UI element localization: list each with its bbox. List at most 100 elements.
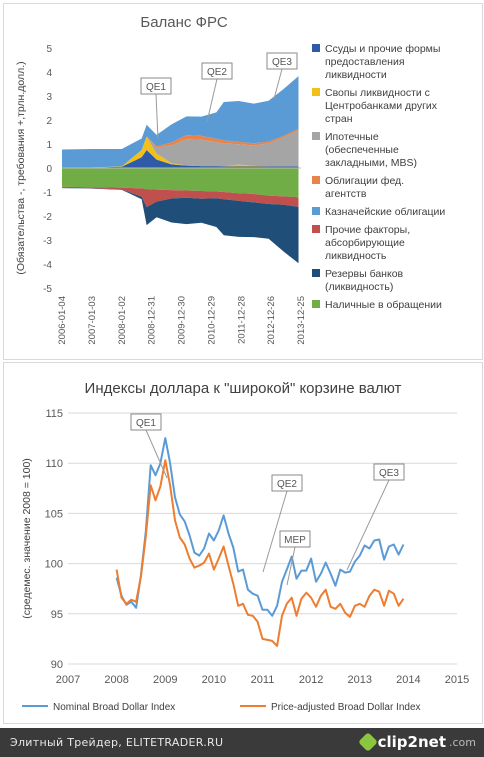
callout-qe3-pointer (346, 479, 390, 571)
y-tick-label: -1 (43, 188, 52, 199)
asset-area-5 (62, 76, 299, 168)
legend-label: Свопы ликвидности с (325, 87, 430, 99)
x-tick-label: 2012 (299, 674, 323, 686)
legend-label: (обеспеченные (325, 144, 399, 156)
callout-qe2-box (271, 474, 303, 492)
x-tick-label: 2007 (56, 674, 80, 686)
legend-label: Nominal Broad Dollar Index (53, 702, 175, 713)
y-tick-label: 105 (45, 508, 63, 520)
legend-label: закладными, MBS) (325, 157, 417, 169)
legend-swatch (312, 44, 320, 52)
callout-qe2-pointer (206, 78, 218, 123)
x-tick-label: 2007-01-03 (87, 296, 98, 345)
callout-mep-box (279, 530, 311, 548)
callout-qe1-pointer (155, 93, 159, 140)
y-axis-label: (средемес. значение 2008 = 100) (21, 458, 33, 619)
y-tick-label: 4 (46, 68, 52, 79)
legend-label: абсорбирующие (325, 237, 405, 249)
x-tick-label: 2015 (445, 674, 469, 686)
legend-swatch (312, 300, 320, 308)
y-tick-label: 110 (45, 458, 63, 470)
y-tick-label: 2 (46, 116, 52, 127)
callout-qe2-box (201, 62, 233, 80)
y-tick-label: -4 (43, 260, 52, 271)
dollar-index-chart-panel: Индексы доллара к "широкой" корзине валю… (3, 362, 483, 724)
callout-qe3-label: QE3 (272, 57, 292, 68)
series-line-1 (115, 437, 405, 617)
legend-swatch (312, 225, 320, 233)
x-tick-label: 2009 (153, 674, 177, 686)
y-tick-label: 95 (51, 609, 63, 621)
legend-label: агентств (325, 188, 367, 200)
chart-title: Баланс ФРС (140, 14, 227, 31)
callout-qe3-label: QE3 (379, 468, 399, 479)
legend-label: (ликвидность) (325, 281, 393, 293)
footer-source-text: Элитный Трейдер, ELITETRADER.RU (10, 736, 224, 749)
y-tick-label: 90 (51, 659, 63, 671)
y-tick-label: 0 (46, 164, 52, 175)
callout-qe3-pointer (273, 68, 283, 100)
legend-swatch (312, 176, 320, 184)
legend-label: ликвидности (325, 69, 387, 81)
callout-mep-label: MEP (284, 535, 306, 546)
callout-qe2-pointer (262, 490, 288, 573)
x-tick-label: 2010 (202, 674, 226, 686)
legend-label: Центробанками других (325, 100, 438, 112)
legend-label: Казначейские облигации (325, 206, 445, 218)
legend-label: предоставления (325, 56, 405, 68)
x-tick-label: 2009-12-30 (177, 296, 188, 345)
y-tick-label: 3 (46, 92, 52, 103)
y-tick-label: 5 (46, 44, 52, 55)
x-tick-label: 2006-01-04 (57, 296, 68, 345)
clip2net-logo: clip2net .com (357, 732, 476, 752)
legend-label: Прочие факторы, (325, 224, 410, 236)
legend-label: Price-adjusted Broad Dollar Index (271, 702, 421, 713)
liability-area-1 (62, 168, 299, 198)
x-tick-label: 2008-12-31 (147, 296, 158, 345)
x-tick-label: 2010-12-29 (206, 296, 217, 345)
callout-qe1-pointer (145, 429, 168, 479)
chart-title: Индексы доллара к "широкой" корзине валю… (85, 380, 402, 397)
callout-qe3-box (373, 463, 405, 481)
logo-main-text: clip2net (377, 733, 446, 751)
legend-swatch (312, 207, 320, 215)
legend-label: Наличные в обращении (325, 299, 442, 311)
legend-label: Ипотечные (325, 131, 379, 143)
y-tick-label: 115 (45, 408, 63, 420)
x-tick-label: 2008-01-02 (117, 296, 128, 345)
x-tick-label: 2011-12-28 (236, 296, 247, 344)
series-line-2 (115, 459, 405, 647)
callout-qe3-box (266, 52, 298, 70)
liability-area-2 (62, 186, 299, 208)
liability-area-3 (62, 187, 299, 264)
legend-swatch (312, 269, 320, 277)
callout-mep-pointer (286, 546, 296, 586)
callout-qe2-label: QE2 (277, 479, 297, 490)
callout-qe2-label: QE2 (207, 67, 227, 78)
y-tick-label: -5 (43, 284, 52, 295)
callout-qe1-box (130, 413, 162, 431)
y-axis-label: (Обязательства -, требования +,трлн.долл… (15, 61, 27, 274)
callout-qe1-label: QE1 (146, 82, 166, 93)
logo-sub-text: .com (449, 735, 476, 749)
x-tick-label: 2013-12-25 (296, 296, 307, 345)
x-tick-label: 2008 (104, 674, 128, 686)
fed-balance-chart-panel: Баланс ФРС -5 -4 -3 -2 -1 0 1 2 3 4 5 (Обязательства… (3, 3, 483, 360)
legend-label: стран (325, 113, 353, 125)
callout-qe1-box (140, 77, 172, 95)
callout-qe1-label: QE1 (136, 418, 156, 429)
fed-balance-chart: Баланс ФРС -5 -4 -3 -2 -1 0 1 2 3 4 5 (Обязательства… (15, 14, 445, 345)
y-tick-label: -2 (43, 212, 52, 223)
legend-swatch (312, 132, 320, 140)
y-tick-label: -3 (43, 236, 52, 247)
clip2net-logo-icon (357, 732, 378, 752)
x-tick-label: 2012-12-26 (266, 296, 277, 345)
x-tick-label: 2011 (251, 674, 275, 686)
footer-bar: Элитный Трейдер, ELITETRADER.RU clip2net… (0, 728, 484, 757)
legend-label: Резервы банков (325, 268, 404, 280)
legend-label: Ссуды и прочие формы (325, 43, 440, 55)
asset-area-3 (62, 130, 299, 168)
legend-swatch (312, 88, 320, 96)
y-tick-label: 1 (46, 140, 52, 151)
y-tick-label: 100 (45, 559, 63, 571)
